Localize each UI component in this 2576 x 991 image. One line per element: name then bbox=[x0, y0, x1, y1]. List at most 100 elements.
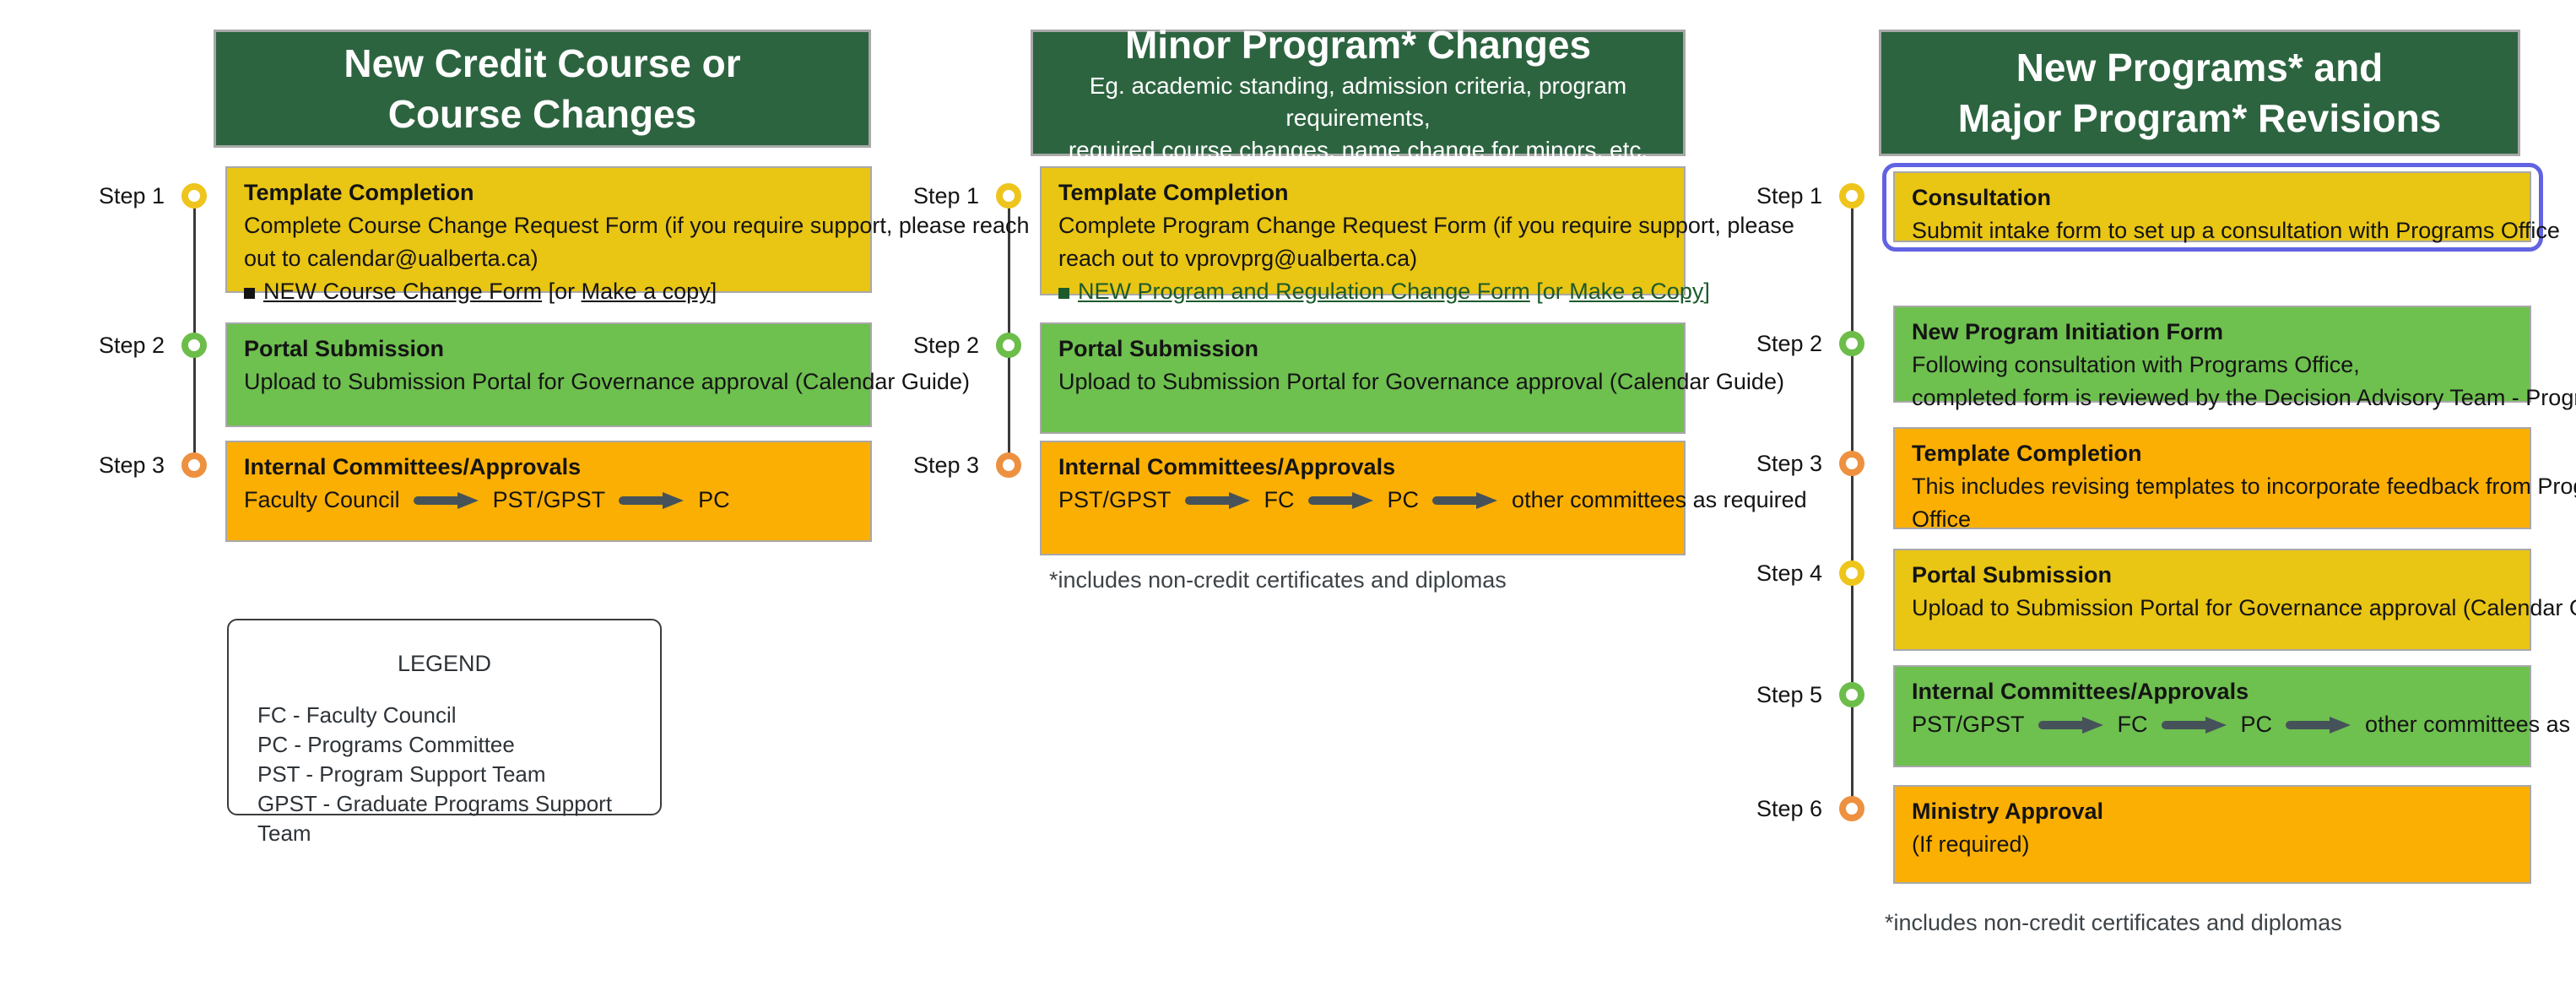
step-body-line: This includes revising templates to inco… bbox=[1912, 474, 2576, 499]
committee-name: Faculty Council bbox=[244, 487, 400, 512]
column-header-new-credit-course: New Credit Course or Course Changes bbox=[214, 30, 871, 148]
step-body-line: Upload to Submission Portal for Governan… bbox=[1058, 369, 1784, 394]
legend-box: LEGEND FC - Faculty Council PC - Program… bbox=[227, 619, 662, 846]
timeline-rail bbox=[1008, 196, 1010, 465]
committee-name: PC bbox=[2240, 712, 2273, 737]
step-title: Template Completion bbox=[244, 180, 474, 205]
column-header-title: New Credit Course or bbox=[344, 41, 741, 85]
committee-name: PST/GPST bbox=[492, 487, 606, 512]
column-header-title: Major Program* Revisions bbox=[1957, 96, 2442, 140]
step-circle bbox=[1839, 796, 1864, 821]
step-body-line: Complete Program Change Request Form (if… bbox=[1058, 213, 1794, 238]
committee-name: other committees as required bbox=[2365, 712, 2576, 737]
step-box-new-program-initiation-form: New Program Initiation Form Following con… bbox=[1893, 306, 2576, 410]
link-line-text: ] bbox=[1703, 279, 1710, 304]
committee-name: PC bbox=[1387, 487, 1420, 512]
step-circle bbox=[1839, 331, 1864, 356]
step-label: Step 4 bbox=[1756, 560, 1822, 586]
step-title: Internal Committees/Approvals bbox=[244, 454, 582, 479]
step-box-internal-committees-approvals: Internal Committees/Approvals Faculty Cou… bbox=[225, 441, 872, 542]
step-box-template-completion: Template Completion This includes revisin… bbox=[1893, 427, 2576, 532]
step-title: Portal Submission bbox=[244, 336, 445, 361]
step-label: Step 3 bbox=[98, 452, 165, 478]
step-title: Template Completion bbox=[1912, 441, 2142, 466]
step-label: Step 1 bbox=[1756, 183, 1822, 208]
step-label: Step 2 bbox=[1756, 331, 1822, 356]
legend-title: LEGEND bbox=[397, 651, 492, 676]
column-header-new-programs-major-revisions: New Programs* and Major Program* Revision… bbox=[1879, 30, 2520, 156]
committee-name: PST/GPST bbox=[1912, 712, 2025, 737]
step-link[interactable]: Make a Copy bbox=[1569, 279, 1704, 304]
step-box-consultation: Consultation Submit intake form to set up… bbox=[1893, 171, 2560, 243]
step-box-template-completion: Template Completion Complete Program Chan… bbox=[1040, 166, 1794, 304]
committee-name: PC bbox=[698, 487, 730, 512]
step-body-line: Upload to Submission Portal for Governan… bbox=[244, 369, 970, 394]
flow-arrow-icon bbox=[1307, 491, 1374, 510]
committee-flow: PST/GPST FC PC other committees as required bbox=[1058, 484, 1807, 517]
step-box-portal-submission: Portal Submission Upload to Submission Po… bbox=[225, 322, 970, 427]
committee-flow: Faculty Council PST/GPST PC bbox=[244, 484, 853, 517]
legend-item: PST - Program Support Team bbox=[257, 761, 546, 787]
step-circle bbox=[1839, 451, 1864, 476]
step-box-ministry-approval: Ministry Approval (If required) bbox=[1893, 785, 2531, 884]
step-link[interactable]: Make a copy bbox=[581, 279, 711, 304]
flow-arrow-icon bbox=[2161, 716, 2227, 734]
committee-name: other committees as required bbox=[1512, 487, 1807, 512]
step-circle bbox=[1839, 560, 1864, 586]
flow-arrow-icon bbox=[2286, 716, 2351, 734]
step-body-line: Upload to Submission Portal for Governan… bbox=[1912, 595, 2576, 620]
step-title: Consultation bbox=[1912, 185, 2051, 210]
bullet-icon bbox=[1058, 288, 1069, 299]
step-label: Step 2 bbox=[98, 333, 165, 358]
step-link[interactable]: NEW Program and Regulation Change Form bbox=[1078, 279, 1530, 304]
step-box-internal-committees-approvals: Internal Committees/Approvals PST/GPST FC P… bbox=[1040, 441, 1807, 555]
step-label: Step 1 bbox=[98, 183, 165, 208]
step-box-portal-submission: Portal Submission Upload to Submission Po… bbox=[1040, 322, 1784, 434]
step-title: Portal Submission bbox=[1058, 336, 1259, 361]
column-header-title: Minor Program* Changes bbox=[1124, 23, 1592, 67]
committee-name: FC bbox=[1264, 487, 1295, 512]
bullet-icon bbox=[244, 288, 255, 299]
legend-item: PC - Programs Committee bbox=[257, 732, 515, 757]
step-label: Step 5 bbox=[1756, 682, 1822, 707]
legend-item: GPST - Graduate Programs Support Team bbox=[257, 791, 613, 846]
flow-arrow-icon bbox=[413, 491, 479, 510]
timeline-rail bbox=[1851, 196, 1854, 809]
step-circle bbox=[181, 183, 207, 208]
step-body-line: Following consultation with Programs Off… bbox=[1912, 352, 2360, 377]
footnote: *includes non-credit certificates and di… bbox=[1049, 567, 1507, 593]
step-circle bbox=[996, 452, 1021, 478]
link-line-text: [or bbox=[542, 279, 582, 304]
step-title: New Program Initiation Form bbox=[1912, 319, 2224, 344]
timeline-rail bbox=[193, 196, 196, 465]
flow-arrow-icon bbox=[1432, 491, 1498, 510]
step-link-line: NEW Course Change Form [or Make a copy] bbox=[244, 275, 853, 308]
step-body-line: out to calendar@ualberta.ca) bbox=[244, 246, 538, 271]
step-label: Step 1 bbox=[912, 183, 979, 208]
step-circle bbox=[1839, 682, 1864, 707]
step-label: Step 2 bbox=[912, 333, 979, 358]
link-line-text: [or bbox=[1529, 279, 1570, 304]
step-circle bbox=[181, 452, 207, 478]
step-title: Portal Submission bbox=[1912, 562, 2113, 588]
flow-arrow-icon bbox=[1184, 491, 1251, 510]
step-circle bbox=[1839, 183, 1864, 208]
step-label: Step 3 bbox=[912, 452, 979, 478]
step-title: Internal Committees/Approvals bbox=[1058, 454, 1396, 479]
step-circle bbox=[996, 333, 1021, 358]
step-link[interactable]: NEW Course Change Form bbox=[263, 279, 543, 304]
committee-name: PST/GPST bbox=[1058, 487, 1172, 512]
flow-arrow-icon bbox=[2038, 716, 2104, 734]
step-box-template-completion: Template Completion Complete Course Chang… bbox=[225, 166, 1029, 304]
step-body-line: completed form is reviewed by the Decisi… bbox=[1912, 385, 2576, 410]
step-title: Internal Committees/Approvals bbox=[1912, 679, 2249, 704]
committee-name: FC bbox=[2117, 712, 2148, 737]
column-header-title: New Programs* and bbox=[2016, 46, 2384, 89]
legend-item: FC - Faculty Council bbox=[257, 702, 457, 728]
footnote: *includes non-credit certificates and di… bbox=[1885, 910, 2342, 935]
column-header-minor-program-changes: Minor Program* Changes Eg. academic stand… bbox=[1031, 23, 1686, 163]
step-title: Template Completion bbox=[1058, 180, 1289, 205]
step-label: Step 3 bbox=[1756, 451, 1822, 476]
step-box-internal-committees-approvals: Internal Committees/Approvals PST/GPST FC P… bbox=[1893, 665, 2576, 767]
